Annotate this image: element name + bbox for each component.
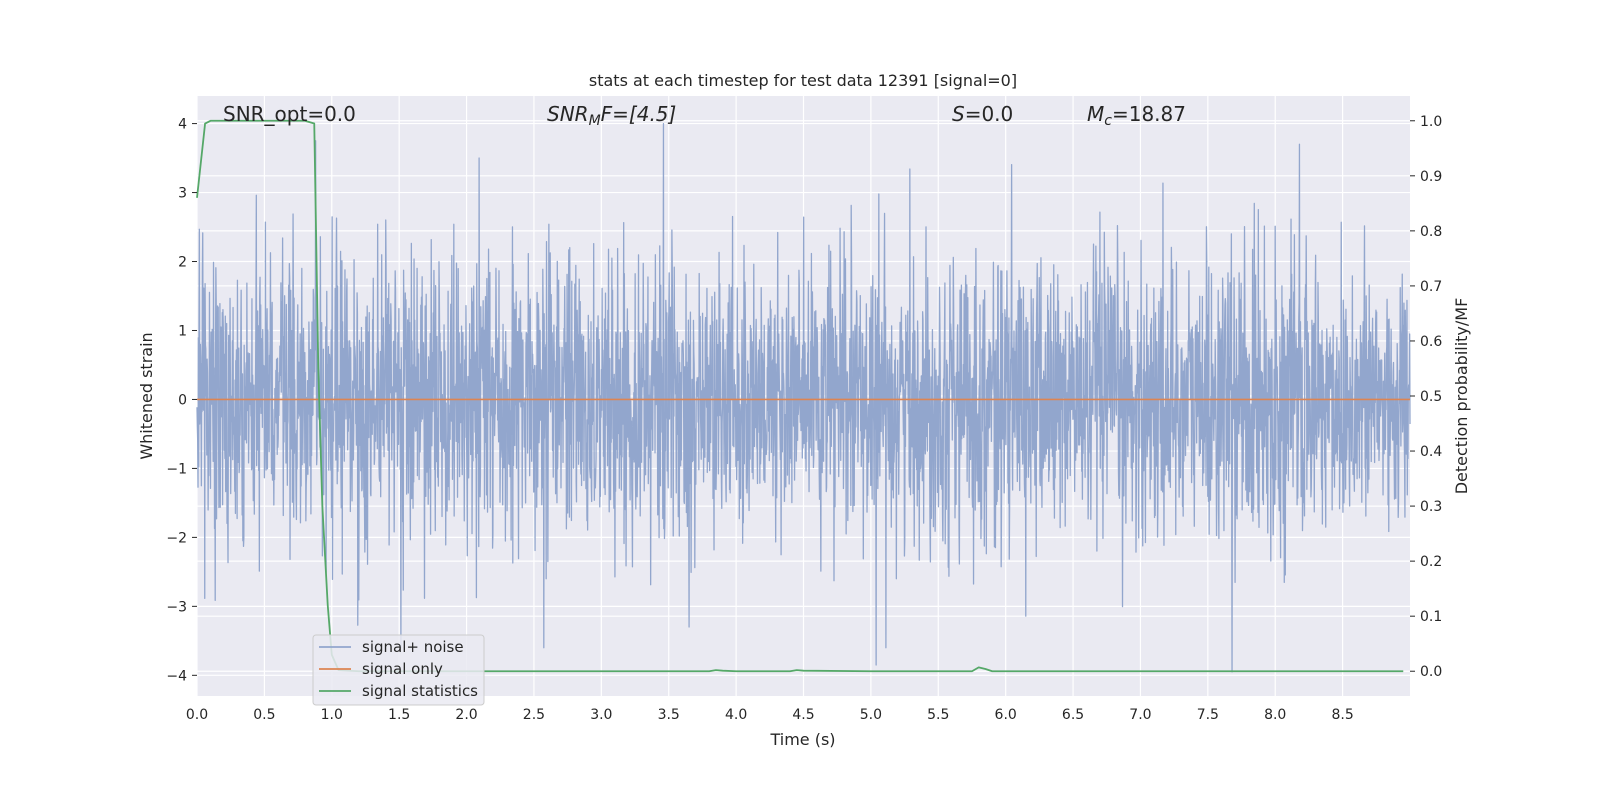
legend-box xyxy=(312,634,485,706)
left-axis-label: Whitened strain xyxy=(137,332,156,459)
x-axis-ticks: 0.0 0.5 1.0 1.5 2.0 2.5 3.0 3.5 4.0 4.5 5.0 5.5 6.0 6… xyxy=(186,707,1354,723)
right-tick-label: 0.8 xyxy=(1420,224,1442,240)
annotation-snr-mf-sub: M xyxy=(589,113,601,129)
right-tick-label: 0.4 xyxy=(1420,444,1442,460)
annotation-mc-sub: c xyxy=(1104,113,1112,129)
annotation-mc: Mc=18.87 xyxy=(1087,102,1186,129)
x-tick-label: 4.5 xyxy=(792,707,814,723)
right-axis-ticks: 1.0 0.9 0.8 0.7 0.6 0.5 0.4 0.3 0.2 0.1 0.0 xyxy=(1410,114,1442,680)
annotation-s: S=0.0 xyxy=(952,102,1013,126)
left-tick-label: −2 xyxy=(166,530,187,546)
x-tick-label: 8.0 xyxy=(1264,707,1286,723)
x-tick-label: 8.5 xyxy=(1331,707,1353,723)
x-tick-label: 0.5 xyxy=(253,707,275,723)
x-tick-label: 1.5 xyxy=(388,707,410,723)
x-tick-label: 5.5 xyxy=(927,707,949,723)
chart-title: stats at each timestep for test data 123… xyxy=(589,71,1017,90)
right-tick-label: 0.7 xyxy=(1420,279,1442,295)
right-tick-label: 0.6 xyxy=(1420,334,1442,350)
x-tick-label: 3.0 xyxy=(590,707,612,723)
legend-label-signal-noise: signal+ noise xyxy=(362,638,464,656)
annotation-mc-rest: =18.87 xyxy=(1112,102,1186,126)
left-tick-label: 3 xyxy=(178,186,187,202)
left-axis-ticks: 4 3 2 1 0 −1 −2 −3 −4 xyxy=(166,117,197,684)
x-tick-label: 6.0 xyxy=(995,707,1017,723)
x-axis-label: Time (s) xyxy=(769,730,835,749)
left-tick-label: 1 xyxy=(178,323,187,339)
left-tick-label: 2 xyxy=(178,255,187,271)
x-tick-label: 7.0 xyxy=(1129,707,1151,723)
annotation-snr-mf-base: SNR xyxy=(547,102,589,126)
right-tick-label: 0.1 xyxy=(1420,609,1442,625)
left-tick-label: 0 xyxy=(178,392,187,408)
x-tick-label: 1.0 xyxy=(321,707,343,723)
annotation-snr-mf-rest: F=[4.5] xyxy=(601,102,677,126)
x-tick-label: 3.5 xyxy=(658,707,680,723)
annotation-snr-mf: SNRMF=[4.5] xyxy=(547,102,676,129)
signal-statistics-series xyxy=(196,119,1404,673)
x-tick-label: 7.5 xyxy=(1197,707,1219,723)
signal-noise-series xyxy=(196,122,1411,673)
annotation-mc-italic: M xyxy=(1087,102,1104,126)
right-tick-label: 0.3 xyxy=(1420,499,1442,515)
x-tick-label: 2.0 xyxy=(455,707,477,723)
right-axis-label: Detection probability/MF xyxy=(1452,298,1471,495)
right-tick-label: 0.9 xyxy=(1420,169,1442,185)
annotation-s-rest: =0.0 xyxy=(965,102,1014,126)
right-tick-label: 1.0 xyxy=(1420,114,1442,130)
left-tick-label: −3 xyxy=(166,599,187,615)
legend: signal+ noise signal only signal statist… xyxy=(312,634,485,706)
x-tick-label: 2.5 xyxy=(523,707,545,723)
x-tick-label: 6.5 xyxy=(1062,707,1084,723)
right-tick-label: 0.2 xyxy=(1420,554,1442,570)
annotation-snr-opt: SNR_opt=0.0 xyxy=(223,102,356,126)
signal-statistics-line xyxy=(196,119,1404,673)
right-tick-label: 0.0 xyxy=(1420,664,1442,680)
x-tick-label: 4.0 xyxy=(725,707,747,723)
annotation-s-italic: S xyxy=(952,102,965,126)
legend-label-signal-only: signal only xyxy=(362,660,443,678)
left-tick-label: −4 xyxy=(166,668,187,684)
legend-label-signal-statistics: signal statistics xyxy=(362,682,478,700)
left-tick-label: 4 xyxy=(178,117,187,133)
right-tick-label: 0.5 xyxy=(1420,389,1442,405)
left-tick-label: −1 xyxy=(166,461,187,477)
signal-noise-line xyxy=(196,122,1411,673)
x-tick-label: 5.0 xyxy=(860,707,882,723)
x-tick-label: 0.0 xyxy=(186,707,208,723)
